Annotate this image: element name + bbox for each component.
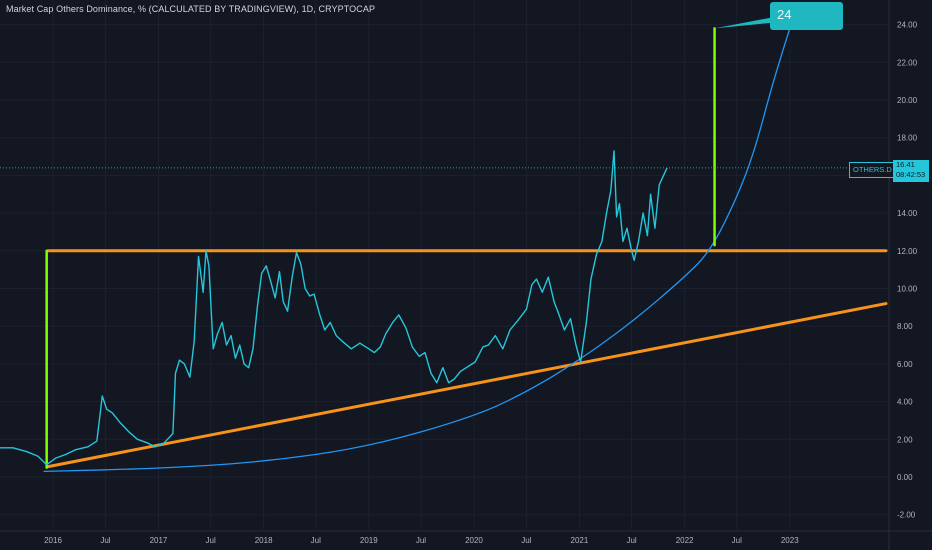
y-tick-label: 18.00 <box>897 134 918 143</box>
series <box>0 150 888 466</box>
y-tick-label: 8.00 <box>897 322 913 331</box>
y-tick-label: -2.00 <box>897 511 916 520</box>
y-tick-label: 0.00 <box>897 473 913 482</box>
others-dominance-line[interactable] <box>0 150 668 466</box>
x-tick-label: Jul <box>100 536 110 545</box>
x-tick-label: 2020 <box>465 536 483 545</box>
y-tick-label: 6.00 <box>897 360 913 369</box>
x-tick-label: Jul <box>732 536 742 545</box>
y-tick-label: 24.00 <box>897 21 918 30</box>
x-tick-label: Jul <box>416 536 426 545</box>
x-tick-label: 2018 <box>255 536 273 545</box>
x-tick-label: 2023 <box>781 536 799 545</box>
y-tick-label: 14.00 <box>897 209 918 218</box>
x-axis: 2016 Jul 2017 Jul 2018 Jul 2019 Jul 2020 Jul 2021 J… <box>0 530 932 545</box>
x-tick-label: Jul <box>311 536 321 545</box>
support-line[interactable] <box>46 302 888 469</box>
callout-pointer <box>714 14 790 29</box>
annotations <box>43 14 888 472</box>
x-tick-label: Jul <box>521 536 531 545</box>
x-tick-label: 2016 <box>44 536 62 545</box>
x-tick-label: Jul <box>626 536 636 545</box>
bar-countdown: 08:42:53 <box>896 170 926 179</box>
y-tick-label: 22.00 <box>897 58 918 67</box>
x-tick-label: 2021 <box>571 536 589 545</box>
symbol-label: OTHERS.D <box>849 162 896 178</box>
y-tick-label: 2.00 <box>897 435 913 444</box>
x-tick-label: Jul <box>206 536 216 545</box>
chart-title: Market Cap Others Dominance, % (CALCULAT… <box>6 4 376 14</box>
y-tick-label: 10.00 <box>897 285 918 294</box>
x-tick-label: 2022 <box>676 536 694 545</box>
y-tick-label: 4.00 <box>897 398 913 407</box>
x-tick-label: 2017 <box>150 536 168 545</box>
last-price-box: 16.41 08:42:53 <box>893 160 929 182</box>
parabolic-curve[interactable] <box>43 27 791 472</box>
target-callout[interactable]: 24 <box>770 2 843 30</box>
x-tick-label: 2019 <box>360 536 378 545</box>
y-tick-label: 12.00 <box>897 247 918 256</box>
y-tick-label: 20.00 <box>897 96 918 105</box>
last-price-value: 16.41 <box>896 160 915 169</box>
